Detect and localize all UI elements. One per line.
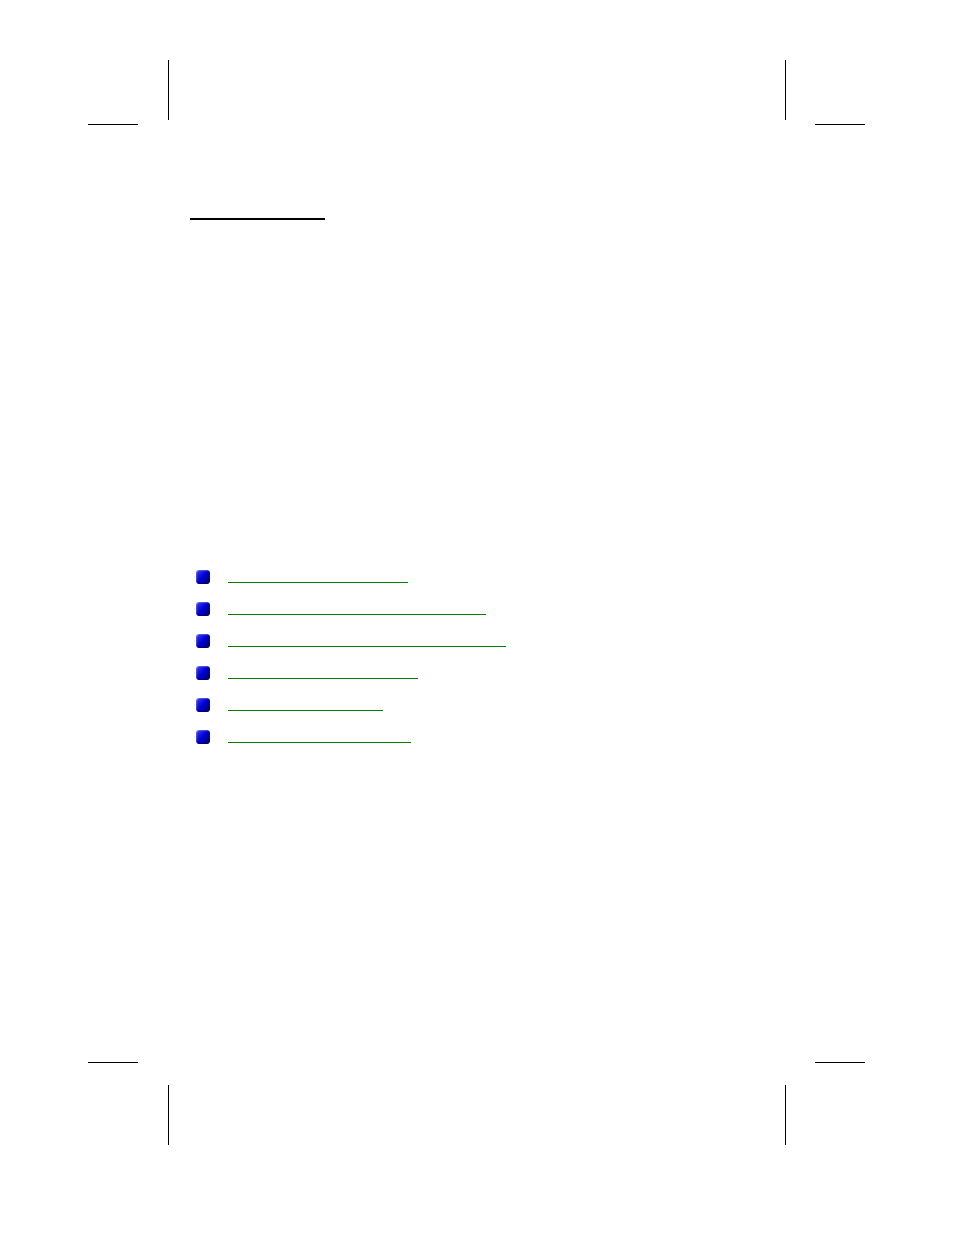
bullet-icon — [196, 698, 210, 712]
crop-mark-top-left-horizontal — [88, 124, 138, 125]
toc-link-underline — [228, 742, 411, 743]
crop-mark-top-right-vertical — [785, 60, 786, 120]
toc-item-1[interactable] — [196, 600, 696, 618]
toc-link-underline — [228, 710, 383, 711]
toc-item-5[interactable] — [196, 728, 696, 746]
bullet-icon — [196, 602, 210, 616]
bullet-icon — [196, 730, 210, 744]
crop-mark-bottom-right-horizontal — [815, 1062, 865, 1063]
toc-item-4[interactable] — [196, 696, 696, 714]
toc-link-list — [196, 568, 696, 760]
crop-mark-top-left-vertical — [168, 60, 169, 120]
crop-mark-top-right-horizontal — [815, 124, 865, 125]
bullet-icon — [196, 570, 210, 584]
toc-item-3[interactable] — [196, 664, 696, 682]
bullet-icon — [196, 666, 210, 680]
crop-mark-bottom-right-vertical — [785, 1085, 786, 1145]
bullet-icon — [196, 634, 210, 648]
crop-mark-bottom-left-vertical — [168, 1085, 169, 1145]
toc-link-underline — [228, 646, 506, 647]
crop-mark-bottom-left-horizontal — [88, 1062, 138, 1063]
toc-item-2[interactable] — [196, 632, 696, 650]
toc-link-underline — [228, 582, 408, 583]
toc-link-underline — [228, 614, 486, 615]
chapter-heading-rule — [190, 218, 325, 220]
toc-link-underline — [228, 678, 418, 679]
toc-item-0[interactable] — [196, 568, 696, 586]
